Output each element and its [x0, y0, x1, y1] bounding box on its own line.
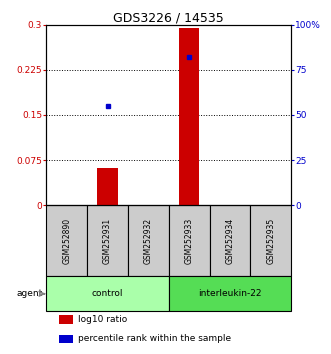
- Bar: [210, 205, 251, 276]
- Bar: [97, 168, 118, 205]
- Bar: [46, 205, 87, 276]
- Bar: [59, 335, 73, 343]
- Title: GDS3226 / 14535: GDS3226 / 14535: [114, 12, 224, 25]
- Bar: [251, 205, 291, 276]
- Text: GSM252935: GSM252935: [266, 217, 275, 264]
- Text: GSM252931: GSM252931: [103, 218, 112, 264]
- Text: GSM252932: GSM252932: [144, 218, 153, 264]
- Bar: [169, 276, 291, 312]
- Bar: [87, 205, 128, 276]
- Text: percentile rank within the sample: percentile rank within the sample: [78, 335, 231, 343]
- Bar: [128, 205, 169, 276]
- Text: GSM252890: GSM252890: [62, 218, 71, 264]
- Text: interleukin-22: interleukin-22: [198, 289, 262, 298]
- Bar: [169, 205, 210, 276]
- Text: GSM252934: GSM252934: [225, 217, 235, 264]
- Bar: [179, 28, 199, 205]
- Text: control: control: [92, 289, 123, 298]
- Text: log10 ratio: log10 ratio: [78, 315, 127, 324]
- Bar: [59, 315, 73, 324]
- Text: agent: agent: [17, 289, 43, 298]
- Text: GSM252933: GSM252933: [185, 217, 194, 264]
- Bar: [46, 276, 169, 312]
